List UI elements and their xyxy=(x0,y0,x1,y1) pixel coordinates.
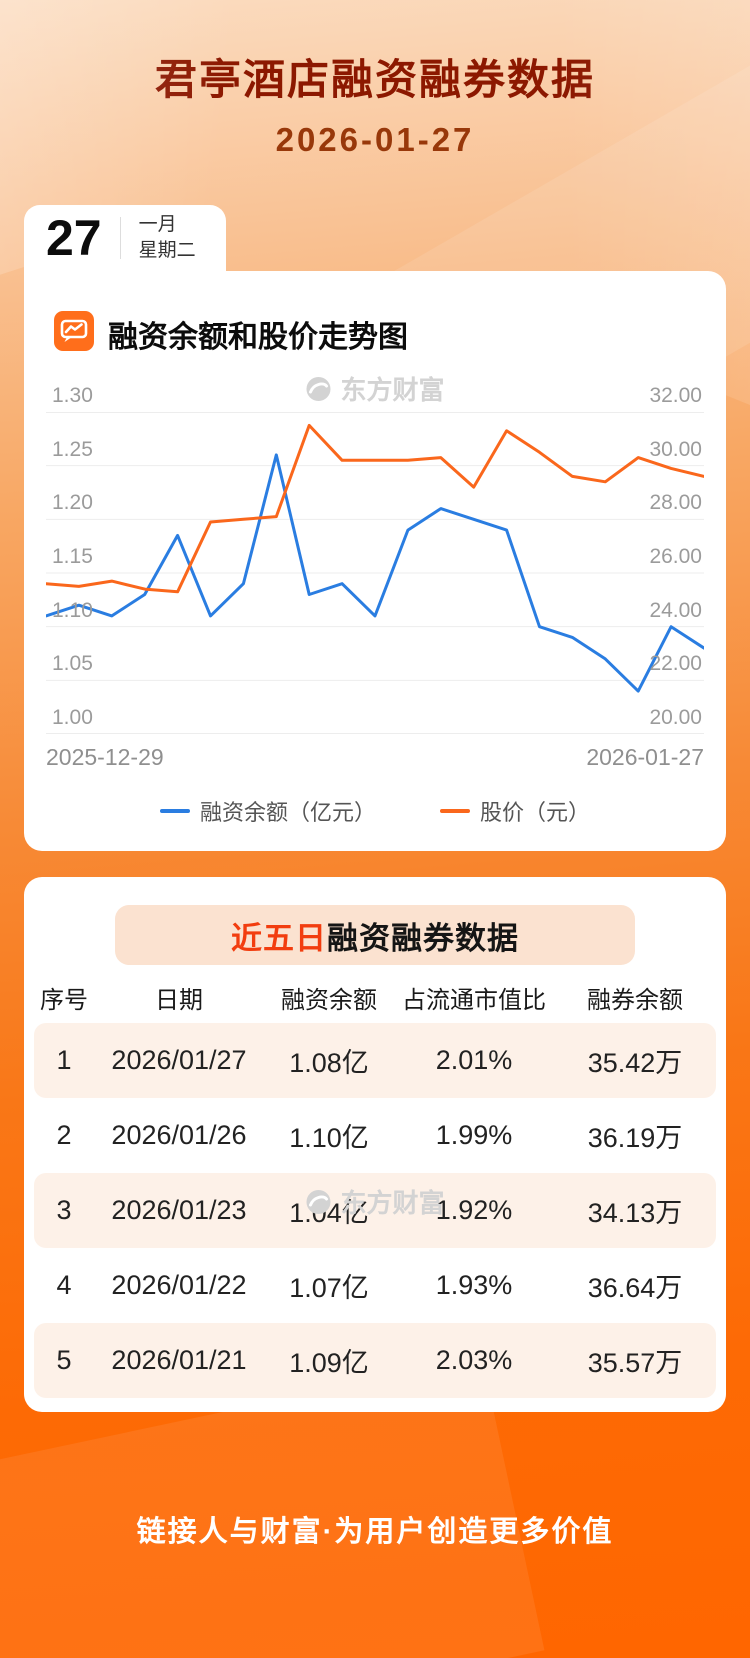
eastmoney-logo-icon xyxy=(306,376,331,401)
calendar-divider xyxy=(119,217,121,259)
cell-balance: 1.09亿 xyxy=(289,1348,369,1378)
dual-axis-line-chart: 东方财富 1.30 1.25 1.20 1.15 1.10 1.05 1.00 … xyxy=(46,375,704,827)
table-title-rest: 融资融券数据 xyxy=(327,920,519,956)
page-date: 2026-01-27 xyxy=(275,121,475,158)
chart-section-title: 融资余额和股价走势图 xyxy=(108,320,408,354)
table-row: 4 2026/01/22 1.07亿 1.93% 36.64万 xyxy=(34,1248,716,1323)
cell-ratio: 1.92% xyxy=(435,1195,513,1225)
y-axis-tick: 1.25 xyxy=(52,438,93,461)
table-title-chip: 近五日 融资融券数据 xyxy=(115,905,635,965)
chart-section-header: 融资余额和股价走势图 xyxy=(46,311,704,356)
y-axis-tick: 28.00 xyxy=(649,491,702,514)
cell-ratio: 2.01% xyxy=(435,1045,513,1075)
table-body: 1 2026/01/27 1.08亿 2.01% 35.42万 2 2026/0… xyxy=(34,1023,716,1398)
cell-no: 3 xyxy=(56,1195,72,1225)
cell-balance: 1.04亿 xyxy=(289,1198,369,1228)
y-axis-tick: 26.00 xyxy=(649,545,702,568)
table-header-row: 序号 日期 融资余额 占流通市值比 融券余额 xyxy=(34,971,716,1023)
cell-ratio: 1.99% xyxy=(435,1120,513,1150)
y-axis-tick: 1.05 xyxy=(52,652,93,675)
calendar-meta: 一月 星期二 xyxy=(139,212,196,263)
y-axis-tick: 32.00 xyxy=(649,384,702,407)
table-row: 1 2026/01/27 1.08亿 2.01% 35.42万 xyxy=(34,1023,716,1098)
legend-line-orange-icon xyxy=(440,809,470,813)
chart-svg xyxy=(46,412,704,734)
table-panel: 近五日 融资融券数据 东方财富 序号 日期 融资余额 占流通市值比 融券余额 1 … xyxy=(24,877,726,1412)
cell-ratio: 2.03% xyxy=(435,1345,513,1375)
footer-slogan: 链接人与财富·为用户创造更多价值 xyxy=(136,1516,614,1548)
x-axis-labels: 2025-12-29 2026-01-27 xyxy=(46,744,704,771)
chart-panel: 融资余额和股价走势图 东方财富 1.30 1.25 1.20 1.15 1.10… xyxy=(24,271,726,851)
cell-short-balance: 35.42万 xyxy=(587,1048,683,1078)
column-header: 序号 xyxy=(40,986,88,1014)
eastmoney-watermark: 东方财富 xyxy=(305,370,445,407)
cell-date: 2026/01/23 xyxy=(111,1195,247,1225)
x-axis-label-end: 2026-01-27 xyxy=(586,744,704,770)
calendar-day: 27 xyxy=(46,210,102,266)
calendar-month: 一月 xyxy=(138,214,177,236)
cell-short-balance: 35.57万 xyxy=(587,1348,683,1378)
column-header: 融券余额 xyxy=(587,986,683,1014)
y-axis-tick: 1.15 xyxy=(52,545,93,568)
y-axis-tick: 30.00 xyxy=(649,438,702,461)
legend-label: 股价（元） xyxy=(480,800,591,825)
table-row: 5 2026/01/21 1.09亿 2.03% 35.57万 xyxy=(34,1323,716,1398)
y-axis-tick: 1.20 xyxy=(52,491,93,514)
y-axis-tick: 1.30 xyxy=(52,384,93,407)
legend-item-price: 股价（元） xyxy=(440,795,590,827)
table-title-highlight: 近五日 xyxy=(231,920,327,956)
y-axis-tick: 1.00 xyxy=(52,706,93,729)
cell-short-balance: 36.19万 xyxy=(587,1123,683,1153)
cell-date: 2026/01/21 xyxy=(111,1345,247,1375)
watermark-text: 东方财富 xyxy=(340,375,445,405)
y-axis-tick: 24.00 xyxy=(649,599,702,622)
table-row: 2 2026/01/26 1.10亿 1.99% 36.19万 xyxy=(34,1098,716,1173)
cell-short-balance: 34.13万 xyxy=(587,1198,683,1228)
cell-no: 4 xyxy=(56,1270,72,1300)
cell-balance: 1.07亿 xyxy=(289,1273,369,1303)
cell-date: 2026/01/27 xyxy=(111,1045,247,1075)
cell-date: 2026/01/26 xyxy=(111,1120,247,1150)
calendar-weekday: 星期二 xyxy=(138,240,196,261)
legend-label: 融资余额（亿元） xyxy=(199,800,376,825)
table-row: 3 2026/01/23 1.04亿 1.92% 34.13万 xyxy=(34,1173,716,1248)
page-title: 君亭酒店融资融券数据 xyxy=(154,56,595,103)
legend-line-blue-icon xyxy=(159,809,190,813)
column-header: 融资余额 xyxy=(281,986,377,1014)
cell-balance: 1.10亿 xyxy=(289,1123,369,1153)
cell-no: 5 xyxy=(56,1345,72,1375)
cell-ratio: 1.93% xyxy=(435,1270,513,1300)
y-axis-tick: 20.00 xyxy=(649,706,702,729)
cell-balance: 1.08亿 xyxy=(289,1048,369,1078)
trend-chart-icon xyxy=(54,311,94,356)
x-axis-label-start: 2025-12-29 xyxy=(46,744,164,770)
cell-no: 2 xyxy=(56,1120,72,1150)
cell-no: 1 xyxy=(56,1045,72,1075)
y-axis-tick: 22.00 xyxy=(649,652,702,675)
y-axis-tick: 1.10 xyxy=(52,599,93,622)
column-header: 占流通市值比 xyxy=(402,986,546,1014)
cell-date: 2026/01/22 xyxy=(111,1270,247,1300)
legend-item-balance: 融资余额（亿元） xyxy=(159,795,376,827)
chart-legend: 融资余额（亿元） 股价（元） xyxy=(46,795,704,827)
calendar-chip: 27 一月 星期二 xyxy=(24,205,226,271)
column-header: 日期 xyxy=(155,986,203,1014)
cell-short-balance: 36.64万 xyxy=(587,1273,683,1303)
